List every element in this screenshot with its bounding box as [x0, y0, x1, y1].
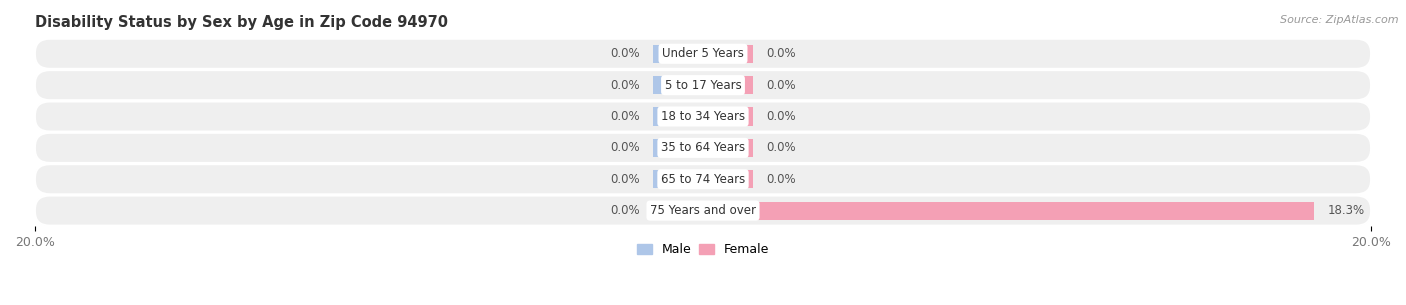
Text: Disability Status by Sex by Age in Zip Code 94970: Disability Status by Sex by Age in Zip C…: [35, 15, 449, 30]
Text: 0.0%: 0.0%: [610, 204, 640, 217]
FancyBboxPatch shape: [35, 102, 1371, 131]
Bar: [652, 139, 703, 157]
Bar: [703, 202, 1315, 220]
FancyBboxPatch shape: [35, 196, 1371, 226]
Bar: [652, 107, 703, 126]
Bar: [703, 76, 754, 94]
Text: 0.0%: 0.0%: [766, 79, 796, 92]
Text: 5 to 17 Years: 5 to 17 Years: [665, 79, 741, 92]
Bar: [703, 139, 754, 157]
Text: 75 Years and over: 75 Years and over: [650, 204, 756, 217]
FancyBboxPatch shape: [35, 164, 1371, 194]
FancyBboxPatch shape: [35, 70, 1371, 100]
Text: 0.0%: 0.0%: [766, 110, 796, 123]
Text: 0.0%: 0.0%: [766, 173, 796, 186]
Bar: [652, 202, 703, 220]
Bar: [703, 107, 754, 126]
Text: 0.0%: 0.0%: [610, 79, 640, 92]
Text: 35 to 64 Years: 35 to 64 Years: [661, 142, 745, 154]
Bar: [652, 76, 703, 94]
Text: Source: ZipAtlas.com: Source: ZipAtlas.com: [1281, 15, 1399, 25]
Bar: [652, 45, 703, 63]
Bar: [703, 45, 754, 63]
Text: 0.0%: 0.0%: [766, 142, 796, 154]
Text: 0.0%: 0.0%: [610, 173, 640, 186]
Legend: Male, Female: Male, Female: [631, 239, 775, 261]
Text: 0.0%: 0.0%: [610, 142, 640, 154]
Text: 0.0%: 0.0%: [610, 47, 640, 60]
Text: 0.0%: 0.0%: [766, 47, 796, 60]
Text: 0.0%: 0.0%: [610, 110, 640, 123]
FancyBboxPatch shape: [35, 39, 1371, 69]
Text: Under 5 Years: Under 5 Years: [662, 47, 744, 60]
Bar: [703, 170, 754, 188]
Text: 18.3%: 18.3%: [1327, 204, 1365, 217]
Bar: [652, 170, 703, 188]
FancyBboxPatch shape: [35, 133, 1371, 163]
Text: 18 to 34 Years: 18 to 34 Years: [661, 110, 745, 123]
Text: 65 to 74 Years: 65 to 74 Years: [661, 173, 745, 186]
